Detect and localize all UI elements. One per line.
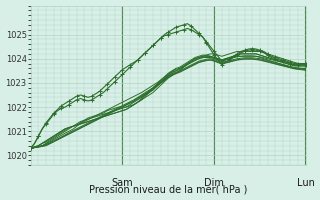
- Text: Sam: Sam: [112, 178, 133, 188]
- X-axis label: Pression niveau de la mer( hPa ): Pression niveau de la mer( hPa ): [89, 184, 247, 194]
- Text: Dim: Dim: [204, 178, 224, 188]
- Text: Lun: Lun: [297, 178, 315, 188]
